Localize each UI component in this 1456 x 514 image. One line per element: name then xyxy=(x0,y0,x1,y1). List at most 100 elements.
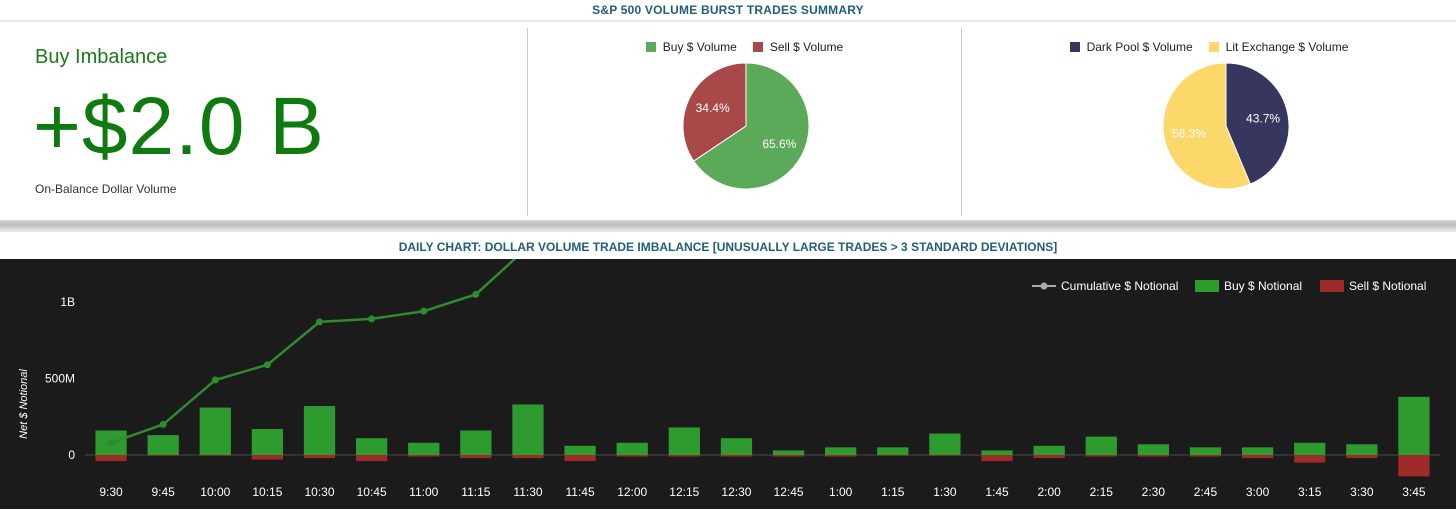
chart-legend: Cumulative $ Notional Buy $ Notional Sell … xyxy=(1032,279,1426,293)
x-tick-label: 3:00 xyxy=(1246,485,1270,499)
buy-bar[interactable] xyxy=(877,447,909,455)
buy-bar[interactable] xyxy=(720,438,753,455)
legend-label: Sell $ Volume xyxy=(769,40,844,54)
page-title: S&P 500 VOLUME BURST TRADES SUMMARY xyxy=(592,3,864,17)
buy-bar[interactable] xyxy=(460,430,492,455)
legend-swatch xyxy=(1195,280,1219,292)
cumulative-point[interactable] xyxy=(472,290,480,298)
sell-bar[interactable] xyxy=(1346,455,1378,459)
buy-bar[interactable] xyxy=(303,406,336,455)
buy-bar[interactable] xyxy=(668,427,700,455)
buy-bar[interactable] xyxy=(1137,444,1169,455)
buy-bar[interactable] xyxy=(408,442,440,455)
cumulative-point[interactable] xyxy=(420,307,428,315)
daily-imbalance-chart: 0500M1B1.5B2BNet $ Notional9:309:4510:00… xyxy=(18,142,1440,499)
x-tick-label: 11:30 xyxy=(513,485,542,499)
sell-bar[interactable] xyxy=(564,455,596,462)
sell-bar[interactable] xyxy=(512,455,544,459)
venue-pie-chart: 43.7% 56.3% xyxy=(1162,62,1290,190)
buy-bar[interactable] xyxy=(1346,444,1378,455)
legend-swatch xyxy=(1069,42,1080,52)
buy-bar[interactable] xyxy=(512,404,544,455)
buy-bar[interactable] xyxy=(1294,442,1326,455)
pie2-slice-1[interactable] xyxy=(1162,62,1251,190)
legend-item-buy-notional[interactable]: Buy $ Notional xyxy=(1195,279,1302,293)
buy-bar[interactable] xyxy=(1398,396,1430,455)
sell-bar[interactable] xyxy=(1137,455,1169,457)
buy-bar[interactable] xyxy=(616,442,648,455)
legend-item-dark-pool-volume[interactable]: Dark Pool $ Volume xyxy=(1069,40,1193,54)
sell-bar[interactable] xyxy=(147,455,179,456)
x-tick-label: 11:45 xyxy=(566,485,595,499)
buy-bar[interactable] xyxy=(772,450,805,455)
sell-bar[interactable] xyxy=(199,455,231,456)
sell-bar[interactable] xyxy=(95,455,127,462)
sell-bar[interactable] xyxy=(356,455,388,462)
legend-label: Dark Pool $ Volume xyxy=(1086,40,1193,54)
venue-pie-panel: Dark Pool $ Volume Lit Exchange $ Volume… xyxy=(962,22,1456,220)
buy-bar[interactable] xyxy=(1189,447,1222,455)
sell-bar[interactable] xyxy=(251,455,284,460)
daily-chart-title: DAILY CHART: DOLLAR VOLUME TRADE IMBALAN… xyxy=(398,240,1058,254)
sell-bar[interactable] xyxy=(1085,455,1117,457)
sell-bar[interactable] xyxy=(668,455,700,457)
sell-bar[interactable] xyxy=(1294,455,1326,463)
legend-swatch xyxy=(645,42,656,52)
pie1-slice-label-1: 34.4% xyxy=(696,101,730,115)
cumulative-point[interactable] xyxy=(107,439,115,447)
legend-item-sell-notional[interactable]: Sell $ Notional xyxy=(1320,279,1426,293)
section-separator xyxy=(0,220,1456,232)
legend-item-lit-exchange-volume[interactable]: Lit Exchange $ Volume xyxy=(1208,40,1348,54)
buy-bar[interactable] xyxy=(564,445,596,455)
daily-chart: 0500M1B1.5B2BNet $ Notional9:309:4510:00… xyxy=(0,142,1456,509)
buy-sell-pie-chart: 65.6% 34.4% xyxy=(682,62,810,190)
title-divider xyxy=(0,20,1456,22)
cumulative-point[interactable] xyxy=(316,318,324,326)
sell-bar[interactable] xyxy=(929,455,961,456)
sell-bar[interactable] xyxy=(720,455,753,457)
legend-item-sell-volume[interactable]: Sell $ Volume xyxy=(752,40,844,54)
sell-bar[interactable] xyxy=(616,455,648,457)
legend-label: Cumulative $ Notional xyxy=(1061,279,1178,293)
legend-item-buy-volume[interactable]: Buy $ Volume xyxy=(645,40,737,54)
legend-item-cumulative[interactable]: Cumulative $ Notional xyxy=(1032,279,1178,293)
x-tick-label: 12:15 xyxy=(669,485,699,499)
cumulative-point[interactable] xyxy=(211,376,219,384)
pie1-slice-0[interactable] xyxy=(692,62,810,190)
buy-bar[interactable] xyxy=(981,450,1013,455)
legend-swatch xyxy=(1320,280,1344,292)
buy-bar[interactable] xyxy=(825,447,857,455)
pie1-slice-label-0: 65.6% xyxy=(762,137,796,151)
sell-bar[interactable] xyxy=(1398,455,1430,477)
sell-bar[interactable] xyxy=(1033,455,1065,459)
x-tick-label: 11:00 xyxy=(409,485,438,499)
buy-bar[interactable] xyxy=(929,433,961,455)
summary-panels: Buy Imbalance +$2.0 B On-Balance Dollar … xyxy=(0,22,1456,220)
buy-bar[interactable] xyxy=(1241,447,1274,455)
sell-bar[interactable] xyxy=(825,455,857,457)
cumulative-point[interactable] xyxy=(159,420,167,428)
legend-label: Buy $ Notional xyxy=(1224,279,1302,293)
buy-bar[interactable] xyxy=(147,435,179,455)
sell-bar[interactable] xyxy=(303,455,336,459)
buy-bar[interactable] xyxy=(1085,436,1117,455)
sell-bar[interactable] xyxy=(1189,455,1222,457)
y-axis-label: Net $ Notional xyxy=(18,369,30,439)
legend-swatch xyxy=(1208,42,1219,52)
buy-bar[interactable] xyxy=(1033,445,1065,455)
buy-bar[interactable] xyxy=(251,428,284,455)
pie1-slice-1[interactable] xyxy=(682,62,747,162)
cumulative-point[interactable] xyxy=(263,361,271,369)
sell-bar[interactable] xyxy=(460,455,492,459)
buy-bar[interactable] xyxy=(199,407,231,455)
sell-bar[interactable] xyxy=(877,455,909,456)
pie2-slice-0[interactable] xyxy=(1225,62,1290,185)
sell-bar[interactable] xyxy=(1241,455,1274,459)
cumulative-point[interactable] xyxy=(368,315,376,323)
legend-label: Buy $ Volume xyxy=(662,40,737,54)
sell-bar[interactable] xyxy=(772,455,805,457)
sell-bar[interactable] xyxy=(981,455,1013,462)
sell-bar[interactable] xyxy=(408,455,440,457)
x-tick-label: 2:45 xyxy=(1194,485,1218,499)
buy-bar[interactable] xyxy=(356,438,388,455)
